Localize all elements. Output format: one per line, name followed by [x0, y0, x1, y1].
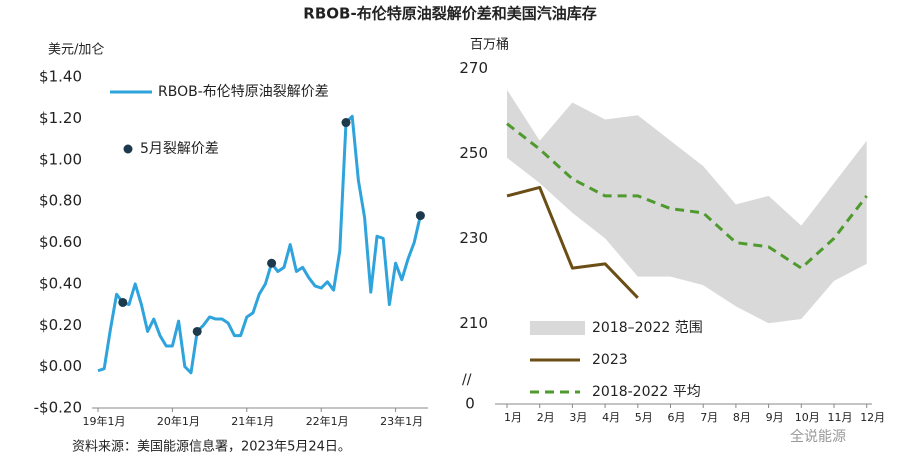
chart-title: RBOB-布伦特原油裂解价差和美国汽油库存	[303, 5, 596, 23]
series-line	[97, 114, 422, 375]
watermark: 全说能源	[790, 428, 846, 445]
legend-swatch	[530, 321, 585, 335]
legend-label: RBOB-布伦特原油裂解价差	[158, 84, 329, 100]
y-axis-label: 美元/加仑	[48, 43, 104, 58]
y-tick-label: $0.40	[39, 274, 82, 292]
x-tick-label: 9月	[766, 411, 784, 424]
y-tick-label: 0	[465, 395, 475, 413]
y-tick-label: 250	[459, 144, 488, 162]
x-tick-label: 4月	[602, 411, 620, 424]
y-tick-label: $1.20	[39, 109, 82, 127]
legend-swatch	[123, 144, 133, 154]
x-tick-label: 20年1月	[157, 414, 200, 428]
x-tick-label: 19年1月	[83, 414, 126, 428]
x-tick-label: 6月	[668, 411, 686, 424]
y-axis-label: 百万桶	[470, 38, 509, 53]
y-tick-label: $0.60	[39, 233, 82, 251]
legend-label: 2018–2022 范围	[592, 319, 703, 336]
x-tick-label: 1月	[504, 411, 522, 424]
x-tick-label: 2月	[537, 411, 555, 424]
x-tick-label: 5月	[635, 411, 653, 424]
x-tick-label: 11月	[828, 411, 853, 424]
series-line	[506, 122, 868, 270]
y-tick-label: 230	[459, 229, 488, 247]
x-tick-label: 8月	[733, 411, 751, 424]
x-tick-label: 3月	[569, 411, 587, 424]
y-tick-label: $1.00	[39, 150, 82, 168]
point	[118, 297, 128, 307]
y-tick-label: 270	[459, 59, 488, 77]
y-tick-label: $0.80	[39, 192, 82, 210]
point	[415, 211, 425, 221]
y-tick-label: $1.40	[39, 68, 82, 86]
legend-label: 2018-2022 平均	[592, 384, 701, 400]
footer: 资料来源：美国能源信息署，2023年5月24日。	[72, 439, 351, 455]
y-tick-label: 210	[459, 314, 488, 332]
y-tick-label: $0.20	[39, 316, 82, 334]
x-tick-label: 10月	[795, 411, 820, 424]
x-tick-label: 7月	[700, 411, 718, 424]
x-tick-label: 21年1月	[231, 414, 274, 428]
y-tick-label: $0.00	[39, 357, 82, 375]
y-tick-label: -$0.20	[34, 399, 82, 417]
x-tick-label: 12月	[860, 411, 885, 424]
x-tick-label: 22年1月	[306, 414, 349, 428]
point	[341, 118, 351, 128]
range-band	[507, 89, 867, 324]
legend-label: 2023	[592, 352, 628, 368]
series-line	[506, 185, 639, 299]
axis-break: //	[462, 372, 472, 388]
legend-label: 5月裂解价差	[140, 141, 219, 157]
point	[267, 258, 277, 268]
point	[192, 326, 202, 336]
x-tick-label: 23年1月	[380, 414, 423, 428]
